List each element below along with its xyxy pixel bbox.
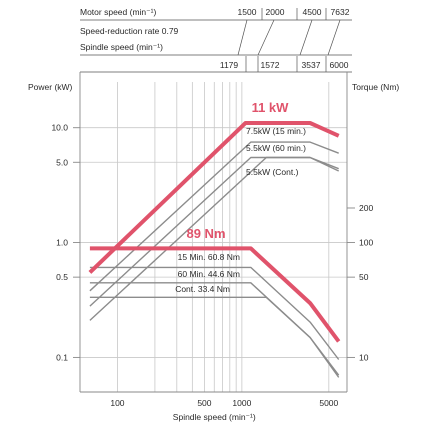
torque-series-label: Cont. 33.4 Nm: [175, 284, 230, 294]
torque-max-label: 89 Nm: [186, 226, 225, 241]
power-tick-label: 1.0: [56, 238, 68, 248]
grid: [73, 72, 355, 393]
torque-series-line: [89, 296, 340, 378]
torque-series-line: [89, 266, 340, 360]
power-tick-label: 0.5: [56, 272, 68, 282]
x-tick-label: 5000: [319, 398, 338, 408]
motor-speed-value: 1500: [238, 7, 257, 17]
power-series-label: 5.5kW (60 min.): [246, 143, 306, 153]
power-tick-label: 10.0: [51, 123, 68, 133]
power-tick-label: 5.0: [56, 157, 68, 167]
torque-series-label: 60 Min. 44.6 Nm: [178, 269, 240, 279]
torque-series-line: [89, 246, 341, 343]
torque-series-label: 15 Min. 60.8 Nm: [178, 252, 240, 262]
torque-tick-label: 10: [359, 352, 369, 362]
power-series-line: [89, 141, 339, 292]
x-tick-label: 100: [110, 398, 124, 408]
power-max-label: 11 kW: [252, 100, 290, 115]
torque-tick-label: 50: [359, 272, 369, 282]
plot-lines: [88, 121, 341, 378]
motor-speed-label: Motor speed (min⁻¹): [80, 7, 156, 17]
power-series-line: [88, 121, 340, 274]
power-series-line: [89, 156, 339, 321]
x-axis-label: Spindle speed (min⁻¹): [173, 412, 256, 422]
x-tick-label: 1000: [232, 398, 251, 408]
power-series-label: 7.5kW (15 min.): [246, 126, 306, 136]
x-tick-label: 500: [197, 398, 211, 408]
power-series-label: 5.5kW (Cont.): [246, 167, 299, 177]
spindle-speed-value: 1179: [220, 60, 239, 70]
header-connector: [237, 19, 248, 56]
header-connector: [299, 19, 313, 56]
left-axis-label: Power (kW): [28, 82, 73, 92]
header-connector: [257, 19, 275, 56]
motor-speed-value: 7632: [331, 7, 350, 17]
motor-speed-value: 4500: [303, 7, 322, 17]
power-tick-label: 0.1: [56, 352, 68, 362]
spindle-speed-value: 3537: [302, 60, 321, 70]
spindle-speed-value: 6000: [330, 60, 349, 70]
reduction-label: Speed-reduction rate 0.79: [80, 26, 179, 36]
labels: 10.0 5.0 1.0 0.5 0.1 200 100 50 10 100 500 1000 5000…: [28, 82, 399, 422]
spindle-speed-label: Spindle speed (min⁻¹): [80, 42, 163, 52]
motor-speed-value: 2000: [266, 7, 285, 17]
spindle-speed-value: 1572: [261, 60, 280, 70]
header-connector: [327, 19, 341, 56]
header-table: Motor speed (min⁻¹) Speed-reduction rate …: [80, 7, 352, 73]
torque-tick-label: 100: [359, 238, 373, 248]
torque-tick-label: 200: [359, 203, 373, 213]
right-axis-label: Torque (Nm): [352, 82, 399, 92]
